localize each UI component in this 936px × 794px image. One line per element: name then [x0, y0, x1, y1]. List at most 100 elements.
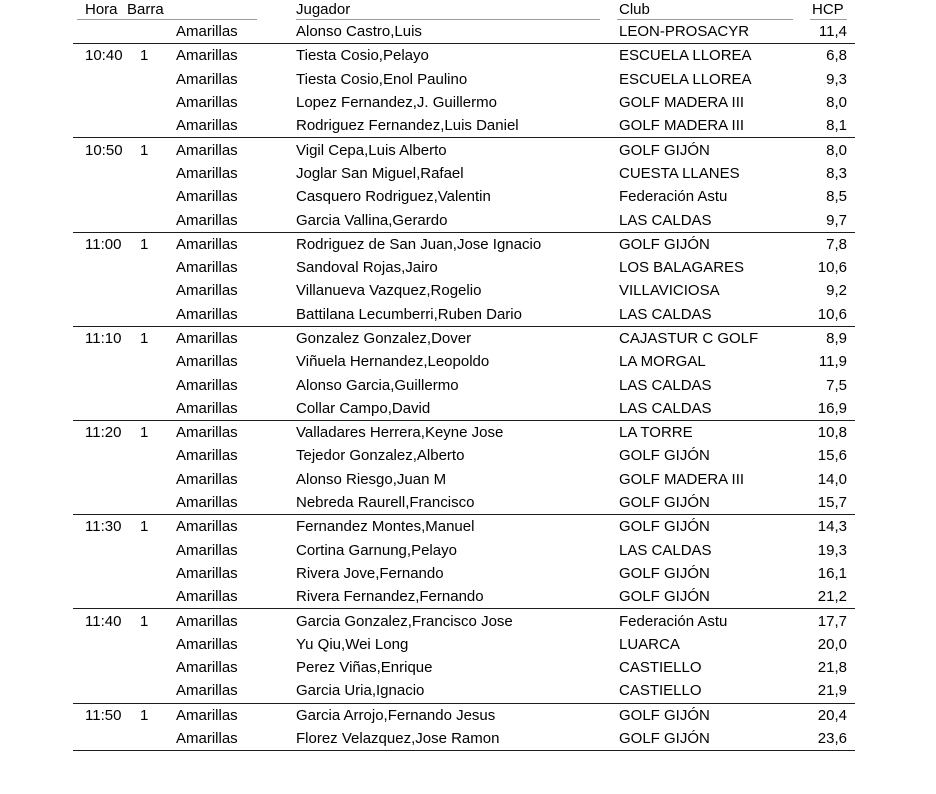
table-row: Amarillas Villanueva Vazquez,Rogelio VILLA…: [73, 279, 855, 302]
tee-color-cell: Amarillas: [176, 470, 238, 488]
tee-color-cell: Amarillas: [176, 259, 238, 277]
club-cell: GOLF GIJÓN: [619, 564, 710, 582]
jugador-cell: Yu Qiu,Wei Long: [296, 635, 409, 653]
tee-color-cell: Amarillas: [176, 447, 238, 465]
barra-cell: 1: [140, 47, 149, 65]
table-row: 10:50 1 Amarillas Vigil Cepa,Luis Alberto GO…: [73, 138, 855, 161]
club-cell: CASTIELLO: [619, 682, 702, 700]
club-cell: LAS CALDAS: [619, 399, 712, 417]
club-cell: CASTIELLO: [619, 659, 702, 677]
jugador-cell: Battilana Lecumberri,Ruben Dario: [296, 305, 522, 323]
hcp-cell: 20,4: [817, 706, 847, 724]
table-row: 11:20 1 Amarillas Valladares Herrera,Keyne …: [73, 421, 855, 444]
tee-color-cell: Amarillas: [176, 47, 238, 65]
tee-color-cell: Amarillas: [176, 659, 238, 677]
jugador-cell: Rivera Fernandez,Fernando: [296, 588, 484, 606]
tee-color-cell: Amarillas: [176, 588, 238, 606]
tee-color-cell: Amarillas: [176, 70, 238, 88]
column-header-club: Club: [619, 1, 650, 18]
barra-cell: 1: [140, 612, 149, 630]
club-cell: CUESTA LLANES: [619, 164, 740, 182]
jugador-cell: Alonso Castro,Luis: [296, 23, 422, 41]
table-row: 10:40 1 Amarillas Tiesta Cosio,Pelayo ESCUEL…: [73, 44, 855, 67]
hora-cell: 11:00: [85, 235, 122, 253]
club-cell: GOLF MADERA III: [619, 470, 745, 488]
tee-color-cell: Amarillas: [176, 682, 238, 700]
hcp-cell: 21,2: [817, 588, 847, 606]
hcp-cell: 10,6: [817, 259, 847, 277]
hcp-cell: 11,4: [818, 23, 847, 41]
table-row: 11:50 1 Amarillas Garcia Arrojo,Fernando Je…: [73, 704, 855, 727]
tee-color-cell: Amarillas: [176, 305, 238, 323]
hcp-cell: 9,2: [826, 282, 847, 300]
table-row: Amarillas Rodriguez Fernandez,Luis Daniel…: [73, 114, 855, 137]
jugador-cell: Casquero Rodriguez,Valentin: [296, 188, 491, 206]
tee-color-cell: Amarillas: [176, 424, 238, 442]
hcp-cell: 15,7: [817, 494, 847, 512]
club-cell: LOS BALAGARES: [619, 259, 745, 277]
hcp-cell: 8,5: [826, 188, 847, 206]
table-row: Amarillas Nebreda Raurell,Francisco GOLF G…: [73, 491, 855, 514]
table-row: Amarillas Garcia Vallina,Gerardo LAS CALDA…: [73, 208, 855, 231]
jugador-cell: Tiesta Cosio,Pelayo: [296, 47, 429, 65]
hcp-cell: 11,9: [818, 353, 847, 371]
hcp-cell: 7,5: [826, 376, 847, 394]
hora-cell: 11:10: [85, 330, 122, 347]
tee-color-cell: Amarillas: [176, 612, 238, 630]
club-cell: GOLF GIJÓN: [619, 730, 710, 748]
barra-cell: 1: [140, 235, 149, 253]
club-cell: Federación Astu: [619, 188, 728, 206]
club-cell: LEON-PROSACYR: [619, 23, 750, 41]
hcp-cell: 8,0: [826, 94, 847, 112]
tee-color-cell: Amarillas: [176, 399, 238, 417]
club-cell: CAJASTUR C GOLF: [619, 330, 759, 347]
tee-color-cell: Amarillas: [176, 635, 238, 653]
club-cell: LAS CALDAS: [619, 305, 712, 323]
club-cell: GOLF GIJÓN: [619, 518, 710, 536]
hcp-cell: 19,3: [817, 541, 847, 559]
jugador-cell: Vigil Cepa,Luis Alberto: [296, 141, 447, 159]
header-underline-jugador: [296, 19, 600, 20]
jugador-cell: Alonso Riesgo,Juan M: [296, 470, 447, 488]
table-row: Amarillas Lopez Fernandez,J. Guillermo GOL…: [73, 91, 855, 114]
club-cell: LA MORGAL: [619, 353, 706, 371]
tee-time-group: 11:20 1 Amarillas Valladares Herrera,Keyne …: [73, 421, 855, 516]
tee-color-cell: Amarillas: [176, 518, 238, 536]
jugador-cell: Lopez Fernandez,J. Guillermo: [296, 94, 497, 112]
table-body: Amarillas Alonso Castro,Luis LEON-PROSACYR…: [73, 20, 855, 752]
tee-color-cell: Amarillas: [176, 330, 238, 347]
header-underline-club: [617, 19, 793, 20]
tee-color-cell: Amarillas: [176, 541, 238, 559]
hcp-cell: 15,6: [817, 447, 847, 465]
hcp-cell: 7,8: [826, 235, 847, 253]
table-row: Amarillas Collar Campo,David LAS CALDAS 16,…: [73, 397, 855, 420]
hcp-cell: 14,0: [817, 470, 847, 488]
tee-time-group: Amarillas Alonso Castro,Luis LEON-PROSACYR…: [73, 20, 855, 45]
table-row: Amarillas Rivera Jove,Fernando GOLF GIJÓN 1…: [73, 562, 855, 585]
club-cell: GOLF GIJÓN: [619, 447, 710, 465]
tee-time-group: 10:40 1 Amarillas Tiesta Cosio,Pelayo ESCUEL…: [73, 44, 855, 139]
hcp-cell: 8,9: [826, 330, 847, 347]
club-cell: GOLF GIJÓN: [619, 706, 710, 724]
tee-color-cell: Amarillas: [176, 94, 238, 112]
jugador-cell: Garcia Vallina,Gerardo: [296, 211, 448, 229]
tee-color-cell: Amarillas: [176, 706, 238, 724]
club-cell: LAS CALDAS: [619, 541, 712, 559]
jugador-cell: Joglar San Miguel,Rafael: [296, 164, 464, 182]
jugador-cell: Garcia Gonzalez,Francisco Jose: [296, 612, 513, 630]
club-cell: GOLF MADERA III: [619, 94, 745, 112]
club-cell: Federación Astu: [619, 612, 728, 630]
hcp-cell: 20,0: [817, 635, 847, 653]
hcp-cell: 8,1: [826, 117, 847, 135]
tee-color-cell: Amarillas: [176, 564, 238, 582]
club-cell: GOLF GIJÓN: [619, 141, 710, 159]
table-row: Amarillas Cortina Garnung,Pelayo LAS CALDA…: [73, 539, 855, 562]
jugador-cell: Sandoval Rojas,Jairo: [296, 259, 438, 277]
hcp-cell: 21,9: [817, 682, 847, 700]
tee-time-group: 10:50 1 Amarillas Vigil Cepa,Luis Alberto GO…: [73, 138, 855, 233]
table-row: 11:00 1 Amarillas Rodriguez de San Juan,Jos…: [73, 233, 855, 256]
header-underline-hora-barra: [77, 19, 257, 20]
club-cell: GOLF GIJÓN: [619, 588, 710, 606]
barra-cell: 1: [140, 330, 149, 347]
club-cell: GOLF MADERA III: [619, 117, 745, 135]
